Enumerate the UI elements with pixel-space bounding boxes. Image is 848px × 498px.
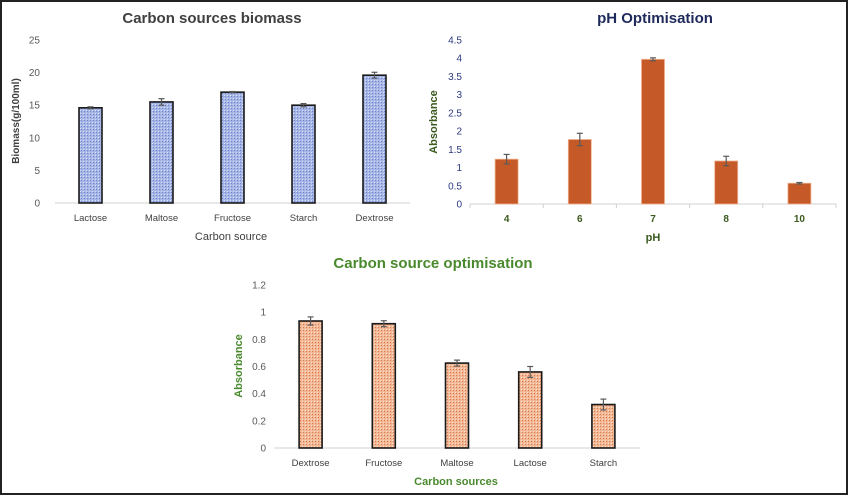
x-tick-label: Starch (290, 213, 317, 224)
x-axis-label: Carbon sources (414, 476, 498, 488)
error-bar (527, 365, 534, 378)
x-tick-label: Maltose (145, 213, 178, 224)
y-axis-label: Absorbance (428, 90, 440, 154)
x-tick-label: Fructose (365, 458, 402, 469)
y-tick-label: 0.2 (252, 416, 266, 427)
bar-7 (641, 58, 665, 205)
y-tick-label: 0.8 (252, 335, 266, 346)
x-axis-label: Carbon source (195, 231, 267, 243)
x-tick-label: Starch (590, 458, 617, 469)
x-tick-label: 10 (794, 214, 806, 225)
x-tick-label: 7 (650, 214, 656, 225)
error-bar (87, 106, 94, 110)
chart-ph-optimisation: pH Optimisation Absorbance pH 0 0.5 1 1.5 2 2… (428, 10, 837, 244)
y-tick-label: 3 (456, 90, 462, 101)
error-bar (158, 98, 165, 106)
bar-8 (714, 160, 739, 205)
bar-4 (494, 158, 519, 205)
error-bar (300, 102, 307, 108)
bar-lactose (78, 107, 103, 204)
x-tick-label: Dextrose (292, 458, 330, 469)
error-bar (576, 132, 583, 147)
chart-title: pH Optimisation (597, 10, 713, 27)
y-tick-label: 1 (456, 163, 462, 174)
error-bar (307, 316, 314, 326)
y-tick-label: 4.5 (448, 36, 462, 47)
error-bar (503, 153, 510, 165)
bar-6 (567, 139, 592, 205)
y-tick-label: 0 (456, 200, 462, 211)
y-tick-label: 5 (34, 166, 40, 177)
error-bar (796, 181, 803, 185)
y-tick-label: 1.5 (448, 145, 462, 156)
error-bar (229, 90, 236, 94)
y-tick-label: 3.5 (448, 72, 462, 83)
x-tick-label: Lactose (74, 213, 107, 224)
y-tick-label: 25 (29, 36, 41, 47)
y-tick-label: 1.2 (252, 281, 266, 292)
x-tick-label: 6 (577, 214, 583, 225)
y-tick-label: 2.5 (448, 108, 462, 119)
bar-starch (291, 104, 316, 204)
bar-starch (591, 403, 616, 449)
error-bar (600, 398, 607, 411)
y-tick-label: 1 (260, 308, 266, 319)
bar-dextrose (298, 320, 323, 449)
chart-title: Carbon source optimisation (333, 255, 532, 272)
bar-lactose (517, 371, 543, 449)
y-tick-label: 0 (34, 199, 40, 210)
x-tick-label: 4 (504, 214, 510, 225)
error-bar (454, 359, 460, 367)
y-axis-label: Absorbance (233, 334, 245, 398)
x-tick-label: 8 (723, 214, 729, 225)
x-tick-label: Fructose (214, 213, 251, 224)
x-tick-label: Dextrose (355, 213, 393, 224)
x-tick-label: Lactose (514, 458, 547, 469)
y-tick-label: 0.6 (252, 362, 266, 373)
x-tick-label: Maltose (440, 458, 473, 469)
chart-carbon-source-optimisation: Carbon source optimisation Absorbance Ca… (233, 255, 640, 488)
y-tick-label: 0.5 (448, 181, 462, 192)
error-bar (371, 71, 378, 79)
bar-10 (787, 182, 812, 205)
y-tick-label: 0.4 (252, 389, 266, 400)
bar-maltose (444, 362, 470, 449)
error-bar (380, 320, 387, 328)
y-tick-label: 10 (29, 133, 41, 144)
bar-maltose (149, 101, 174, 204)
y-tick-label: 4 (456, 54, 462, 65)
error-bar (723, 155, 730, 167)
x-axis-label: pH (646, 232, 661, 244)
y-axis-label: Biomass(g/100ml) (11, 78, 22, 164)
y-tick-label: 20 (29, 68, 41, 79)
bar-fructose (371, 322, 397, 449)
chart-title: Carbon sources biomass (122, 10, 301, 27)
bar-dextrose (362, 74, 387, 204)
y-tick-label: 2 (456, 127, 462, 138)
error-bar (650, 57, 656, 62)
chart-carbon-sources-biomass: Carbon sources biomass Biomass(g/100ml) … (11, 10, 410, 243)
bar-fructose (220, 91, 245, 204)
y-tick-label: 0 (260, 444, 266, 455)
y-tick-label: 15 (29, 101, 41, 112)
